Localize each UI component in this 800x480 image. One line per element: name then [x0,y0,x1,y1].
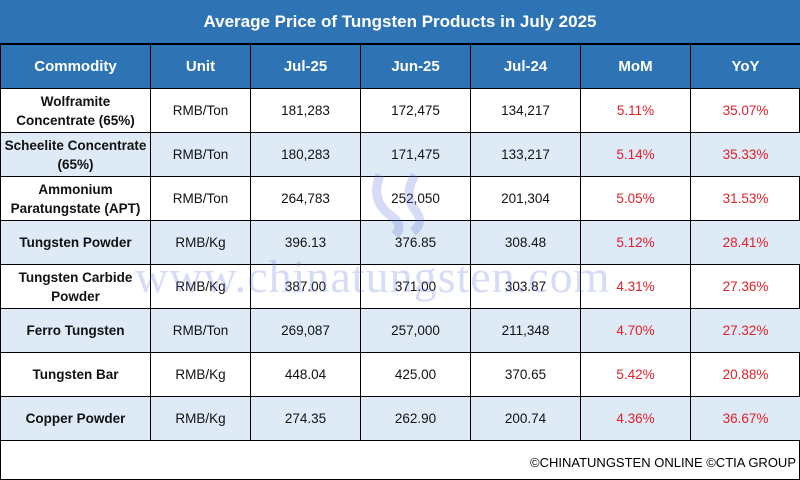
unit-cell: RMB/Ton [150,308,251,353]
jul25-price-cell: 181,283 [250,88,361,133]
jul24-price-cell: 370.65 [470,352,581,397]
commodity-cell: Tungsten Bar [0,352,151,397]
jun25-price-cell: 171,475 [360,132,471,177]
table-row: Tungsten Bar RMB/Kg 448.04 425.00 370.65 5.42… [0,352,800,397]
jul24-price-cell: 134,217 [470,88,581,133]
jun25-price-cell: 252,050 [360,176,471,221]
mom-change-cell: 4.70% [580,308,691,353]
column-header-jul24: Jul-24 [470,44,581,89]
jul25-price-cell: 269,087 [250,308,361,353]
jun25-price-cell: 262.90 [360,396,471,441]
unit-cell: RMB/Kg [150,396,251,441]
jul25-price-cell: 264,783 [250,176,361,221]
yoy-change-cell: 28.41% [690,220,800,265]
mom-change-cell: 5.14% [580,132,691,177]
yoy-change-cell: 27.32% [690,308,800,353]
column-header-yoy: YoY [690,44,800,89]
yoy-change-cell: 20.88% [690,352,800,397]
yoy-change-cell: 35.33% [690,132,800,177]
mom-change-cell: 5.42% [580,352,691,397]
column-header-unit: Unit [150,44,251,89]
jul24-price-cell: 133,217 [470,132,581,177]
jul24-price-cell: 211,348 [470,308,581,353]
unit-cell: RMB/Ton [150,176,251,221]
jul24-price-cell: 308.48 [470,220,581,265]
jul25-price-cell: 180,283 [250,132,361,177]
jun25-price-cell: 257,000 [360,308,471,353]
yoy-change-cell: 31.53% [690,176,800,221]
table-row: Tungsten Powder RMB/Kg 396.13 376.85 308.48 5… [0,220,800,265]
table-row: Ferro Tungsten RMB/Ton 269,087 257,000 211,3… [0,308,800,353]
jul25-price-cell: 448.04 [250,352,361,397]
yoy-change-cell: 36.67% [690,396,800,441]
table-row: Tungsten Carbide Powder RMB/Kg 387.00 371.0… [0,264,800,309]
column-header-jul25: Jul-25 [250,44,361,89]
unit-cell: RMB/Kg [150,352,251,397]
jun25-price-cell: 425.00 [360,352,471,397]
jul25-price-cell: 396.13 [250,220,361,265]
commodity-cell: Scheelite Concentrate (65%) [0,132,151,177]
yoy-change-cell: 35.07% [690,88,800,133]
table-row: Ammonium Paratungstate (APT) RMB/Ton 264,7… [0,176,800,221]
unit-cell: RMB/Kg [150,264,251,309]
commodity-cell: Ammonium Paratungstate (APT) [0,176,151,221]
column-header-mom: MoM [580,44,691,89]
commodity-cell: Wolframite Concentrate (65%) [0,88,151,133]
price-table: Commodity Unit Jul-25 Jun-25 Jul-24 MoM … [0,44,800,441]
unit-cell: RMB/Ton [150,88,251,133]
table-title: Average Price of Tungsten Products in Ju… [0,0,800,44]
mom-change-cell: 5.12% [580,220,691,265]
commodity-cell: Ferro Tungsten [0,308,151,353]
yoy-change-cell: 27.36% [690,264,800,309]
jun25-price-cell: 376.85 [360,220,471,265]
mom-change-cell: 4.36% [580,396,691,441]
table-row: Scheelite Concentrate (65%) RMB/Ton 180,28… [0,132,800,177]
column-header-jun25: Jun-25 [360,44,471,89]
commodity-cell: Tungsten Carbide Powder [0,264,151,309]
jul25-price-cell: 274.35 [250,396,361,441]
table-row: Wolframite Concentrate (65%) RMB/Ton 181,2… [0,88,800,133]
jun25-price-cell: 172,475 [360,88,471,133]
mom-change-cell: 5.11% [580,88,691,133]
column-header-commodity: Commodity [0,44,151,89]
jul25-price-cell: 387.00 [250,264,361,309]
unit-cell: RMB/Ton [150,132,251,177]
copyright-footer: ©CHINATUNGSTEN ONLINE ©CTIA GROUP [530,455,796,470]
mom-change-cell: 5.05% [580,176,691,221]
header-row: Commodity Unit Jul-25 Jun-25 Jul-24 MoM … [0,44,800,89]
mom-change-cell: 4.31% [580,264,691,309]
jul24-price-cell: 201,304 [470,176,581,221]
jul24-price-cell: 303.87 [470,264,581,309]
table-row: Copper Powder RMB/Kg 274.35 262.90 200.74 4.3… [0,396,800,441]
commodity-cell: Copper Powder [0,396,151,441]
jul24-price-cell: 200.74 [470,396,581,441]
unit-cell: RMB/Kg [150,220,251,265]
jun25-price-cell: 371.00 [360,264,471,309]
commodity-cell: Tungsten Powder [0,220,151,265]
